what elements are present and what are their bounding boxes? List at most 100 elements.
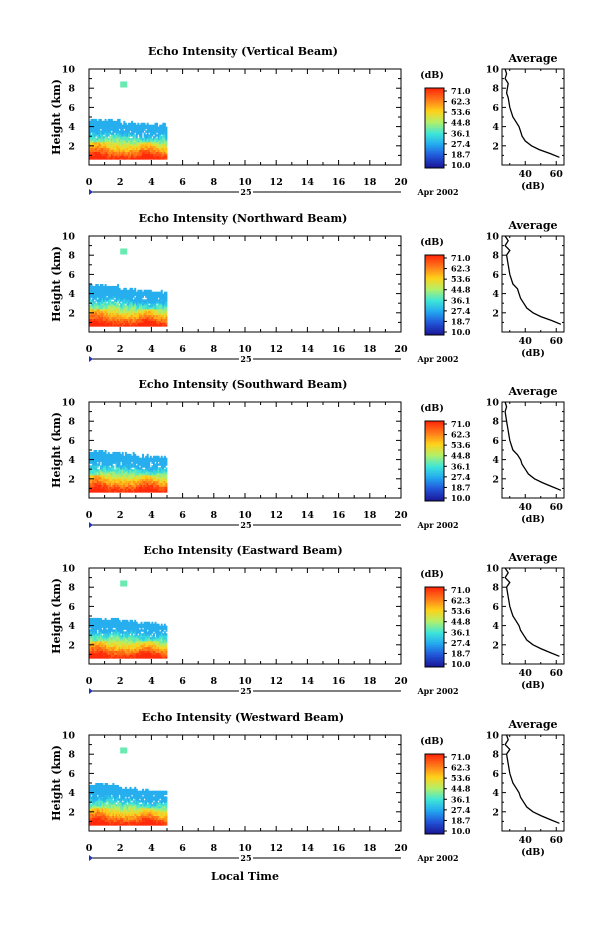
- heatmap-cell: [89, 457, 91, 460]
- heatmap-cell: [129, 642, 132, 646]
- heatmap-cell: [118, 627, 121, 630]
- heatmap-cell: [154, 308, 157, 312]
- heatmap-cell: [163, 486, 166, 489]
- heatmap-cell: [151, 650, 154, 653]
- heatmap-cell: [89, 804, 91, 807]
- colorbar-segment: [425, 439, 444, 442]
- heatmap-cell: [92, 455, 95, 459]
- heatmap-cell: [109, 786, 112, 790]
- heatmap-cell: [107, 790, 110, 793]
- heatmap-cell: [151, 644, 154, 648]
- heatmap-cell: [148, 469, 151, 472]
- y-tick-label: 6: [68, 103, 75, 114]
- heatmap-cell: [103, 463, 105, 466]
- heatmap-cell: [163, 301, 166, 304]
- heatmap-cell: [148, 473, 151, 476]
- heatmap-cell: [124, 644, 127, 648]
- heatmap-cell: [98, 802, 101, 805]
- heatmap-cell: [163, 138, 166, 141]
- colorbar-segment: [425, 124, 444, 127]
- heatmap-cell: [103, 295, 105, 298]
- heatmap-cell: [92, 132, 95, 135]
- heatmap-cell: [140, 488, 143, 491]
- heatmap-cell: [93, 322, 96, 325]
- heatmap-cell: [146, 490, 149, 493]
- heatmap-cell: [157, 308, 160, 312]
- heatmap-cell: [134, 474, 137, 478]
- heatmap-cell: [124, 635, 127, 638]
- heatmap-cell: [93, 312, 96, 316]
- heatmap-cell: [89, 289, 91, 293]
- heatmap-cell: [101, 473, 104, 476]
- heatmap-cell: [103, 821, 105, 824]
- heatmap-cell: [126, 625, 129, 628]
- heatmap-cell: [132, 155, 135, 158]
- heatmap-cell: [131, 293, 134, 296]
- heatmap-cell: [142, 295, 144, 298]
- heatmap-cell: [124, 138, 127, 141]
- heatmap-cell: [157, 145, 160, 149]
- heatmap-cell: [134, 153, 137, 156]
- x-tick-label: 12: [270, 510, 283, 521]
- heatmap-cell: [90, 478, 93, 482]
- heatmap-cell: [96, 806, 99, 809]
- heatmap-cell: [146, 143, 149, 147]
- heatmap-cell: [120, 631, 123, 634]
- heatmap-cell: [156, 469, 159, 472]
- heatmap-cell: [134, 648, 137, 651]
- heatmap-cell: [106, 800, 109, 803]
- heatmap-cell: [112, 654, 115, 657]
- heatmap-cell: [106, 291, 109, 294]
- heatmap-cell: [93, 654, 96, 657]
- heatmap-cell: [131, 629, 134, 632]
- heatmap-cell: [110, 155, 113, 158]
- heatmap-cell: [99, 796, 102, 799]
- heatmap-cell: [112, 473, 115, 476]
- heatmap-cell: [89, 484, 91, 487]
- heatmap-cell: [115, 478, 118, 482]
- heatmap-cell: [103, 289, 105, 293]
- heatmap-cell: [93, 463, 96, 466]
- heatmap-cell: [162, 310, 165, 314]
- heatmap-cell: [113, 145, 116, 149]
- heatmap-cell: [115, 157, 118, 160]
- heatmap-cell: [154, 134, 157, 137]
- heatmap-cell: [135, 132, 138, 135]
- heatmap-cell: [110, 134, 113, 137]
- day-label-bg: [239, 186, 253, 197]
- heatmap-cell: [152, 297, 155, 300]
- heatmap-cell: [117, 151, 120, 154]
- heatmap-cell: [134, 639, 137, 642]
- heatmap-cell: [165, 143, 168, 147]
- heatmap-cell: [96, 802, 99, 805]
- heatmap-cell: [109, 130, 112, 133]
- heatmap-cell: [115, 490, 118, 493]
- heatmap-cell: [92, 297, 95, 300]
- average-y-tick-label: 8: [492, 583, 499, 594]
- heatmap-cell: [148, 488, 151, 491]
- heatmap-cell: [121, 451, 124, 455]
- heatmap-cell: [124, 149, 127, 152]
- heatmap-cell: [112, 314, 115, 318]
- heatmap-cell: [118, 625, 121, 628]
- heatmap-cell: [109, 823, 112, 826]
- heatmap-cell: [145, 124, 148, 127]
- heatmap-cell: [109, 132, 112, 135]
- heatmap-cell: [120, 140, 123, 143]
- heatmap-cell: [145, 459, 148, 462]
- heatmap-cell: [112, 126, 115, 129]
- heatmap-cell: [132, 644, 135, 648]
- heatmap-cell: [143, 478, 146, 482]
- heatmap-cell: [115, 141, 118, 145]
- heatmap-cell: [109, 480, 112, 484]
- heatmap-cell: [99, 788, 102, 792]
- heatmap-cell: [124, 455, 127, 459]
- heatmap-cell: [143, 656, 146, 659]
- heatmap-cell: [134, 287, 137, 291]
- heatmap-cell: [124, 318, 127, 321]
- heatmap-cell: [124, 621, 127, 625]
- heatmap-cell: [143, 140, 146, 143]
- heatmap-cell: [101, 644, 104, 648]
- date-label: Apr 2002: [416, 354, 458, 364]
